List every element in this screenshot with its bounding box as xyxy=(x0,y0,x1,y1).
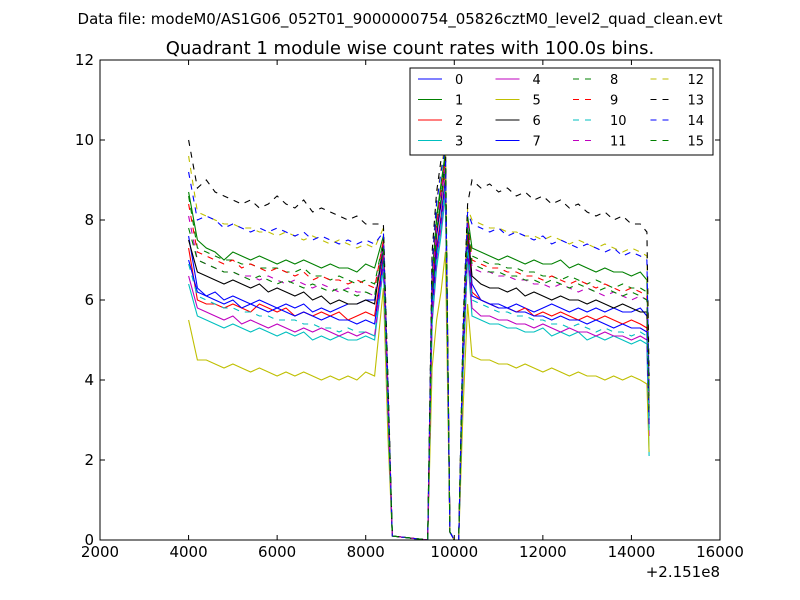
series-layer xyxy=(188,131,650,540)
x-tick-label: 14000 xyxy=(608,543,656,561)
legend-label-6: 6 xyxy=(533,114,541,129)
series-line-3 xyxy=(188,195,650,540)
legend-label-14: 14 xyxy=(688,114,705,129)
legend-label-2: 2 xyxy=(455,114,463,129)
legend-label-15: 15 xyxy=(688,135,705,150)
tick-layer: 2000 4000 6000 8000 10000 12000 14000 16000 0 2 4 6… xyxy=(75,51,744,561)
figure-suptitle: Data file: modeM0/AS1G06_052T01_90000007… xyxy=(78,10,723,29)
y-tick-label: 12 xyxy=(75,51,94,69)
x-offset-label: +2.151e8 xyxy=(646,563,720,581)
series-line-8 xyxy=(188,155,650,540)
series-line-14 xyxy=(188,147,650,540)
legend-label-9: 9 xyxy=(610,94,618,109)
legend-label-3: 3 xyxy=(455,135,463,150)
series-line-7 xyxy=(188,179,650,540)
y-tick-label: 2 xyxy=(84,451,94,469)
legend-label-10: 10 xyxy=(610,114,627,129)
y-tick-label: 4 xyxy=(84,371,94,389)
series-line-12 xyxy=(188,143,650,540)
legend-label-12: 12 xyxy=(688,73,705,88)
y-tick-label: 8 xyxy=(84,211,94,229)
legend-label-1: 1 xyxy=(455,94,463,109)
legend-label-13: 13 xyxy=(688,94,705,109)
series-line-5 xyxy=(188,251,650,540)
series-line-13 xyxy=(188,131,650,540)
x-tick-label: 4000 xyxy=(169,543,207,561)
series-line-11 xyxy=(188,163,650,540)
legend-label-11: 11 xyxy=(610,135,627,150)
legend-label-7: 7 xyxy=(533,135,541,150)
x-tick-label: 16000 xyxy=(696,543,744,561)
y-tick-label: 0 xyxy=(84,531,94,549)
x-tick-label: 10000 xyxy=(430,543,478,561)
legend-label-0: 0 xyxy=(455,73,463,88)
series-line-15 xyxy=(188,167,650,540)
series-line-10 xyxy=(188,187,650,540)
x-tick-label: 6000 xyxy=(258,543,296,561)
chart-title: Quadrant 1 module wise count rates with … xyxy=(166,38,655,59)
y-tick-label: 6 xyxy=(84,291,94,309)
x-tick-label: 12000 xyxy=(519,543,567,561)
legend-label-5: 5 xyxy=(533,94,541,109)
x-tick-label: 2000 xyxy=(81,543,119,561)
x-tick-label: 8000 xyxy=(347,543,385,561)
y-tick-label: 10 xyxy=(75,131,94,149)
legend-label-4: 4 xyxy=(533,73,541,88)
legend-label-8: 8 xyxy=(610,73,618,88)
